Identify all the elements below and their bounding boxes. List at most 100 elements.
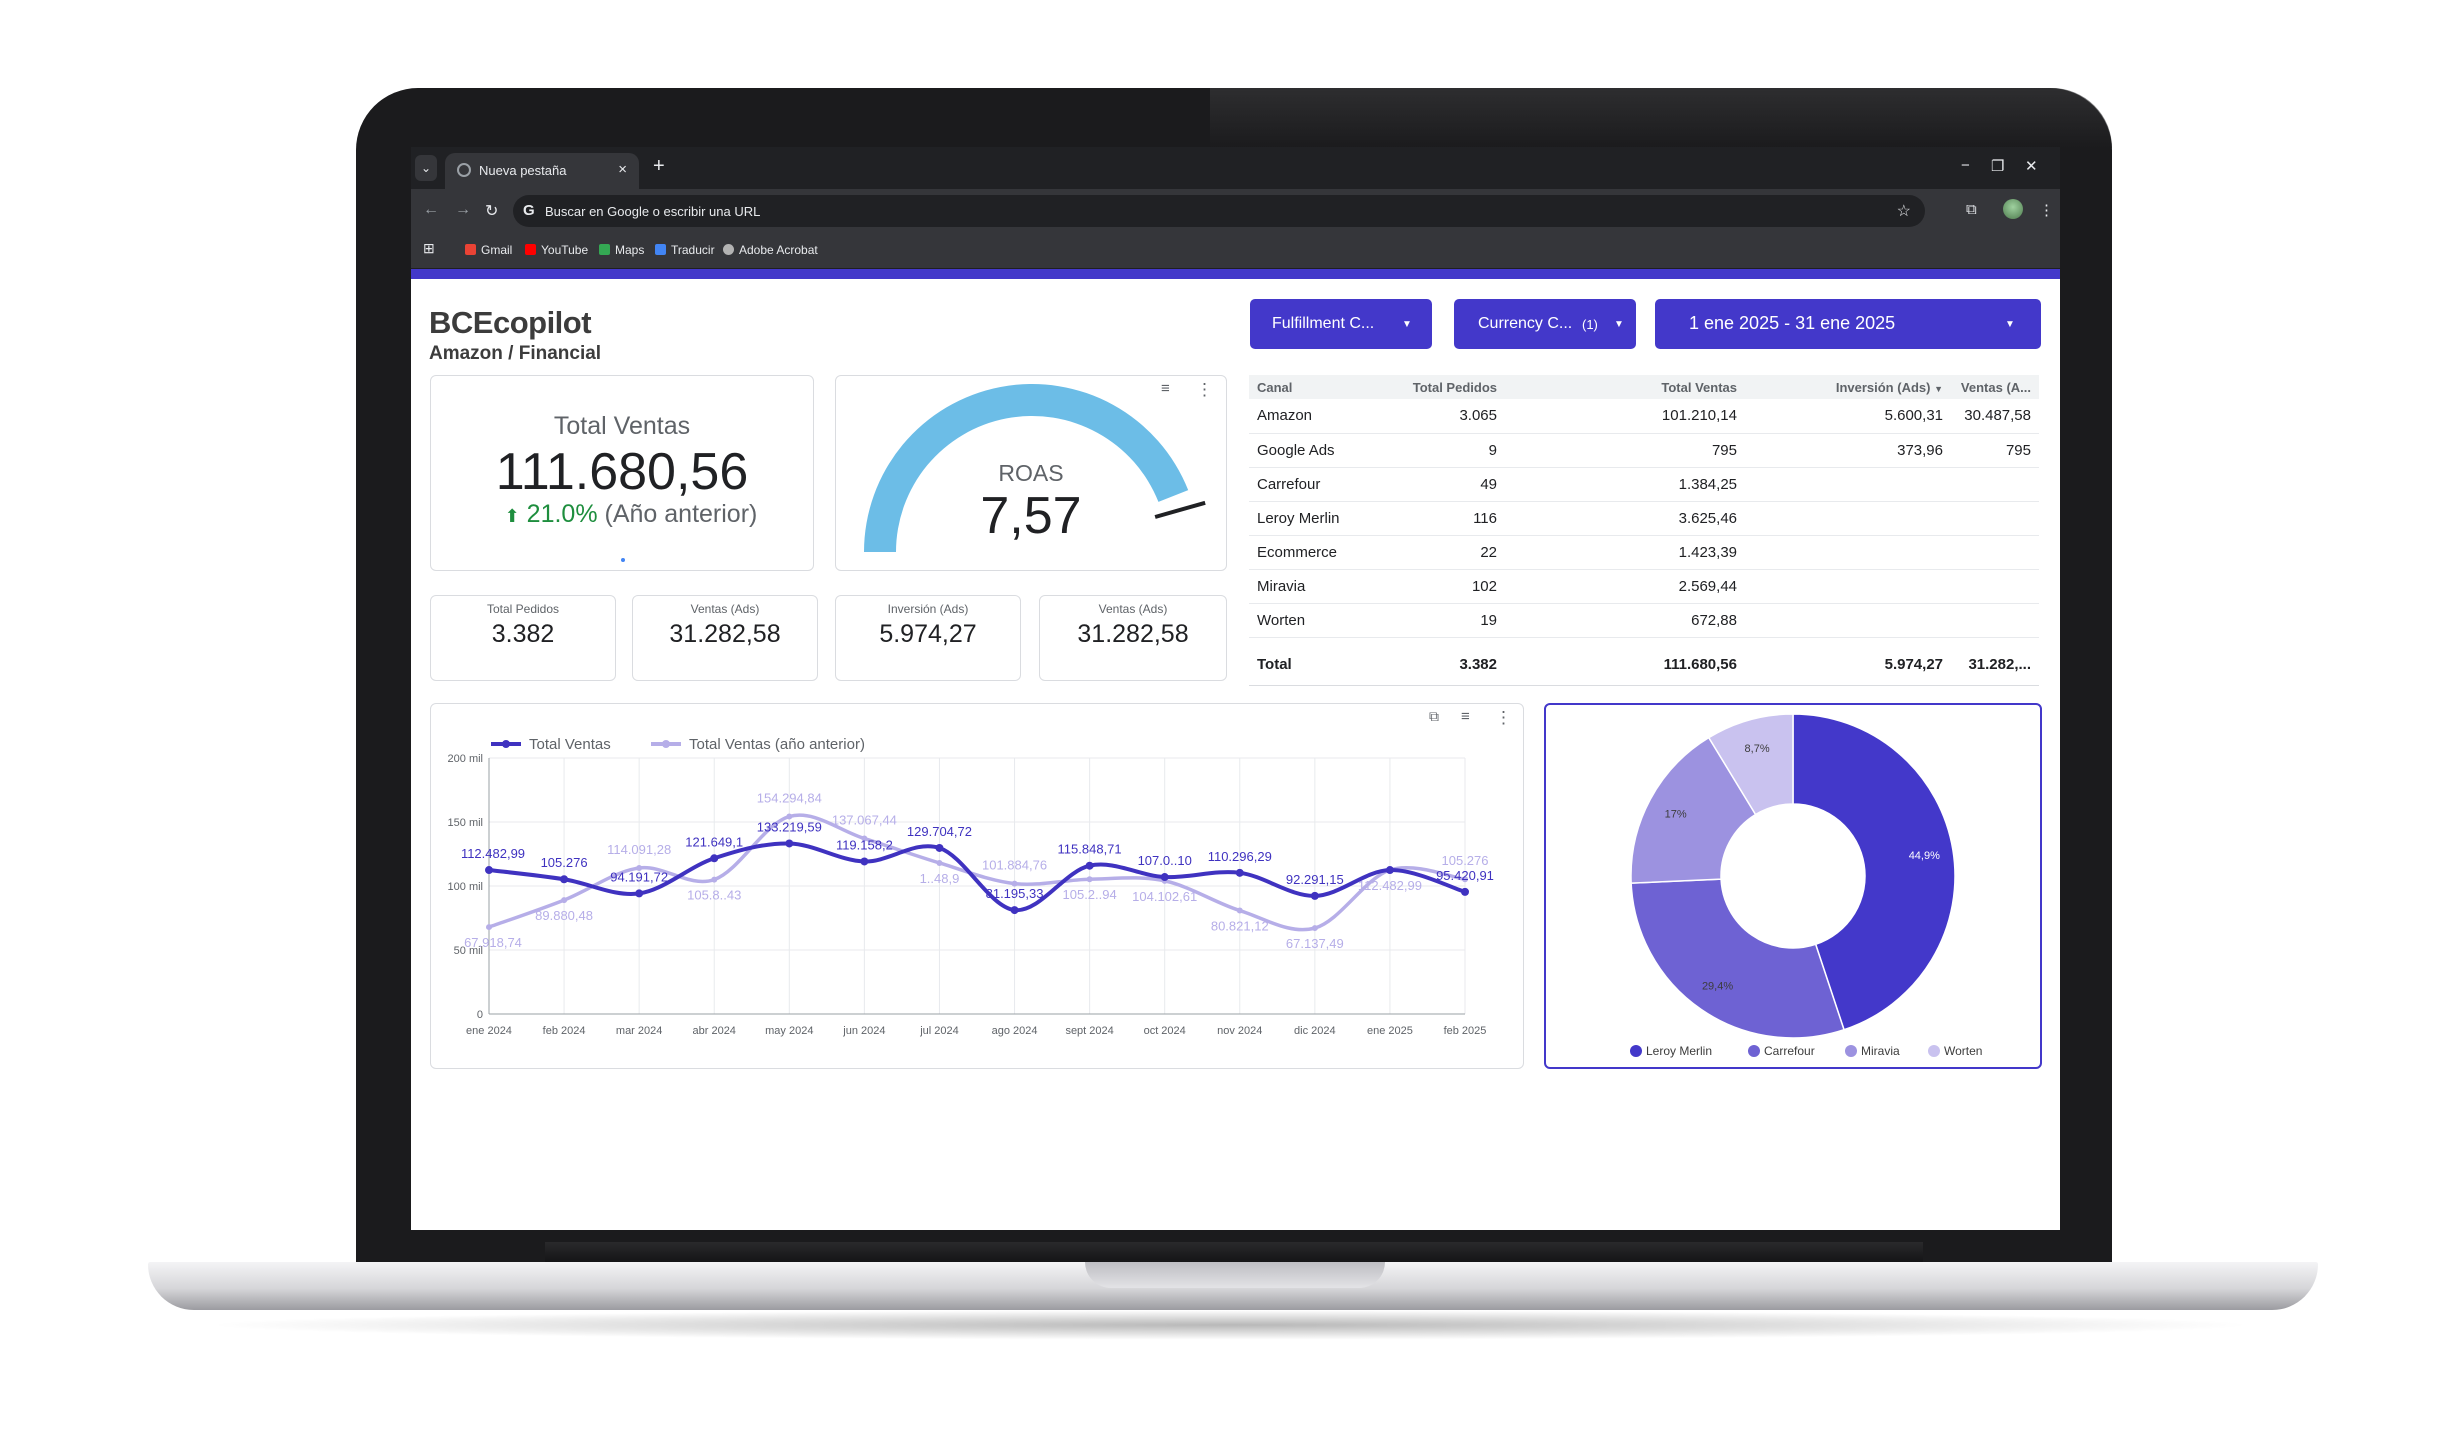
data-point[interactable] (1011, 880, 1018, 887)
new-tab-button[interactable]: + (653, 155, 665, 177)
data-label: 105.276 (1442, 853, 1489, 868)
date-range-filter[interactable]: 1 ene 2025 - 31 ene 2025 ▼ (1655, 299, 2041, 349)
bookmark-label: Gmail (481, 243, 513, 257)
table-cell (1745, 603, 1951, 638)
bookmark-acrobat[interactable]: Adobe Acrobat (723, 243, 818, 257)
data-point[interactable] (935, 843, 944, 852)
x-tick-label: ene 2025 (1367, 1025, 1413, 1037)
data-point[interactable] (710, 854, 719, 863)
table-cell (1951, 535, 2039, 570)
table-cell: 116 (1377, 501, 1505, 536)
acrobat-icon (723, 244, 734, 255)
data-point[interactable] (561, 897, 568, 904)
data-point[interactable] (1385, 866, 1394, 875)
more-vert-icon[interactable]: ⋮ (1196, 380, 1213, 399)
table-spacer (1249, 637, 2039, 645)
donut-slice[interactable] (1630, 736, 1757, 884)
col-canal[interactable]: Canal (1249, 375, 1377, 399)
bookmark-maps[interactable]: Maps (599, 243, 644, 257)
currency-filter[interactable]: Currency C... (1) ▼ (1454, 299, 1636, 349)
donut-slice[interactable] (1792, 713, 1956, 1031)
col-label: Inversión (Ads) (1835, 379, 1931, 395)
address-bar[interactable]: G Buscar en Google o escribir una URL ☆ (513, 195, 1925, 227)
data-point[interactable] (1236, 907, 1243, 914)
filter-icon[interactable]: ≡ (1461, 708, 1470, 725)
table-row[interactable]: Google Ads 9 795 373,96 795 (1249, 433, 2039, 468)
minimize-icon[interactable]: − (1961, 157, 1970, 174)
data-point[interactable] (486, 924, 492, 931)
more-vert-icon[interactable]: ⋮ (1495, 708, 1512, 727)
data-point[interactable] (1310, 891, 1319, 900)
bookmark-traducir[interactable]: Traducir (655, 243, 715, 257)
data-point[interactable] (1235, 868, 1244, 877)
legend-label[interactable]: Total Ventas (año anterior) (689, 736, 865, 753)
table-row[interactable]: Carrefour 49 1.384,25 (1249, 467, 2039, 502)
back-icon[interactable]: ← (423, 201, 439, 218)
gauge-title: ROAS (998, 460, 1064, 486)
data-point[interactable] (786, 813, 793, 820)
x-tick-label: jul 2024 (919, 1025, 959, 1037)
close-window-icon[interactable]: ✕ (2025, 158, 2038, 175)
tab-search-button[interactable]: ⌄ (415, 155, 437, 181)
channel-donut-card: 44,9% 29,4% 17% 8,7% Leroy Merlin Carrefour Mi… (1544, 703, 2042, 1069)
donut-slice[interactable] (1707, 713, 1794, 816)
donut-slice[interactable] (1630, 878, 1845, 1039)
legend-label[interactable]: Total Ventas (529, 736, 611, 753)
data-point[interactable] (1160, 873, 1169, 882)
col-total-ventas[interactable]: Total Ventas (1505, 375, 1745, 399)
menu-kebab-icon[interactable]: ⋮ (2039, 202, 2054, 219)
legend-label[interactable]: Miravia (1861, 1044, 1900, 1058)
profile-avatar[interactable] (2003, 199, 2023, 219)
data-point[interactable] (1462, 876, 1468, 883)
close-tab-icon[interactable]: × (618, 161, 627, 178)
extensions-icon[interactable]: ⧉ (1966, 201, 1977, 218)
filter-icon[interactable]: ≡ (1161, 380, 1170, 397)
data-point[interactable] (711, 876, 718, 883)
apps-grid-icon[interactable]: ⊞ (423, 240, 435, 256)
filter-label: Fulfillment C... (1272, 315, 1375, 332)
data-label: 95.420,91 (1436, 868, 1494, 883)
table-row[interactable]: Miravia 102 2.569,44 (1249, 569, 2039, 604)
col-inversion-ads[interactable]: Inversión (Ads) ▼ (1745, 375, 1951, 399)
data-point[interactable] (936, 859, 943, 866)
data-point[interactable] (1311, 925, 1318, 932)
table-row[interactable]: Worten 19 672,88 (1249, 603, 2039, 638)
data-point[interactable] (560, 875, 569, 884)
data-point[interactable] (861, 835, 868, 842)
browser-tab[interactable]: Nueva pestaña × (445, 153, 639, 189)
data-label: 101.884,76 (982, 858, 1047, 873)
data-point[interactable] (1461, 887, 1469, 896)
data-point[interactable] (785, 839, 794, 848)
legend-label[interactable]: Worten (1944, 1044, 1982, 1058)
restore-icon[interactable]: ❐ (1991, 158, 2005, 175)
chart-options-icon[interactable]: ⧉ (1429, 708, 1439, 724)
data-point[interactable] (636, 864, 643, 871)
fulfillment-filter[interactable]: Fulfillment C... ▼ (1250, 299, 1432, 349)
data-label: 104.102,61 (1132, 889, 1197, 904)
table-cell (1745, 535, 1951, 570)
gauge-value: 7,57 (980, 487, 1082, 545)
legend-label[interactable]: Carrefour (1764, 1044, 1815, 1058)
data-point[interactable] (485, 866, 493, 875)
data-point[interactable] (860, 857, 869, 866)
table-row[interactable]: Amazon 3.065 101.210,14 5.600,31 30.487,58 (1249, 399, 2039, 434)
col-total-pedidos[interactable]: Total Pedidos (1377, 375, 1505, 399)
data-point[interactable] (1086, 876, 1093, 883)
data-point[interactable] (1085, 861, 1094, 870)
bookmark-gmail[interactable]: Gmail (465, 243, 512, 257)
data-label: 105.8..43 (687, 888, 741, 903)
bookmark-youtube[interactable]: YouTube (525, 243, 588, 257)
address-placeholder: Buscar en Google o escribir una URL (545, 204, 761, 219)
x-tick-label: feb 2024 (543, 1025, 586, 1037)
legend-label[interactable]: Leroy Merlin (1646, 1044, 1712, 1058)
forward-icon[interactable]: → (455, 201, 471, 218)
data-label: 94.191,72 (610, 869, 668, 884)
reload-icon[interactable]: ↻ (485, 203, 499, 220)
data-point[interactable] (1010, 906, 1019, 915)
data-point[interactable] (635, 889, 644, 898)
laptop-hinge (545, 1242, 1923, 1264)
table-row[interactable]: Leroy Merlin 116 3.625,46 (1249, 501, 2039, 536)
table-row[interactable]: Ecommerce 22 1.423,39 (1249, 535, 2039, 570)
col-ventas-ads[interactable]: Ventas (A... (1951, 375, 2039, 399)
bookmark-star-icon[interactable]: ☆ (1896, 203, 1911, 220)
